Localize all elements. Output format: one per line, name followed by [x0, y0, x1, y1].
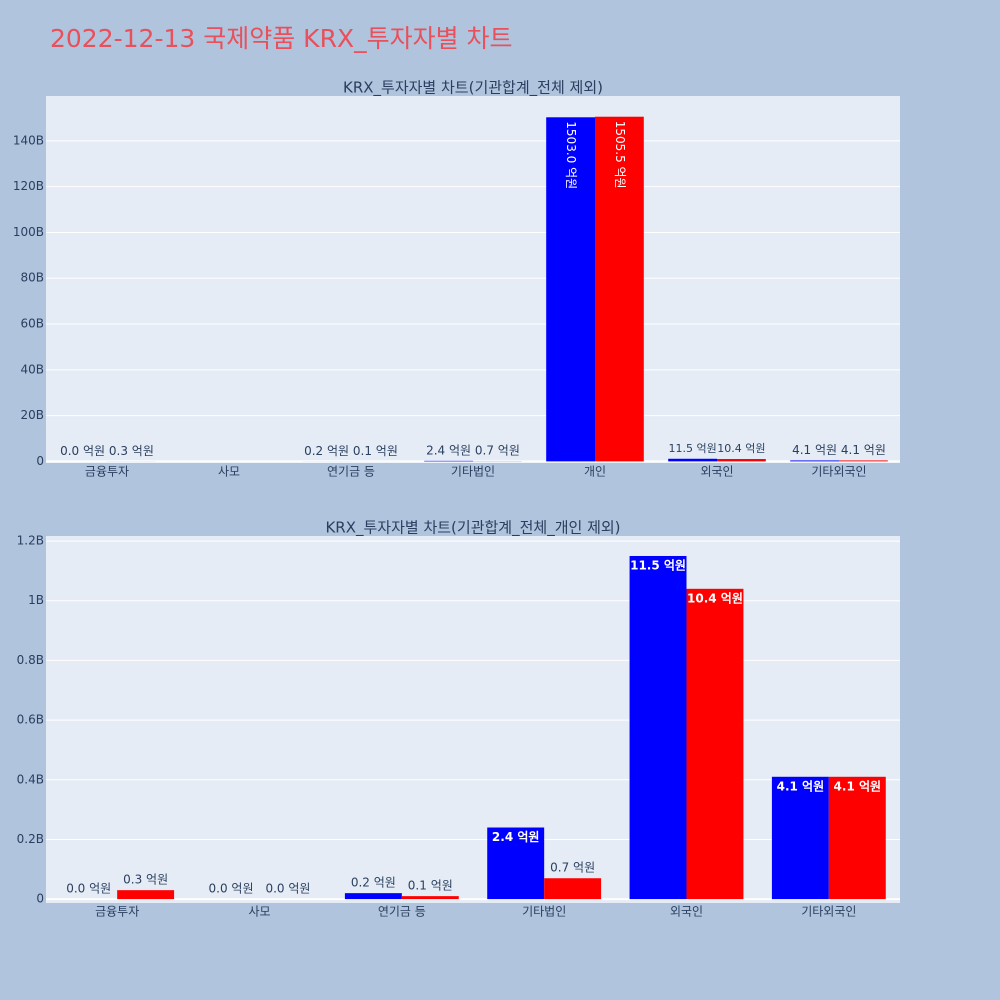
- value-label: 1503.0 억원: [564, 121, 578, 189]
- x-tick-label: 금융투자: [95, 905, 139, 919]
- value-label: 4.1 억원: [841, 443, 886, 457]
- value-label: 0.0 억원: [66, 882, 111, 896]
- x-tick-label: 사모: [218, 465, 240, 479]
- bar: [771, 776, 829, 900]
- value-label: 11.5 억원: [630, 558, 686, 572]
- value-label: 0.0 억원: [265, 882, 310, 896]
- bar: [595, 116, 644, 462]
- value-label: 4.1 억원: [834, 779, 882, 793]
- y-tick-label: 0.2B: [17, 832, 44, 846]
- y-tick-label: 1.2B: [17, 534, 44, 548]
- value-label: 0.0 억원: [60, 444, 105, 458]
- page-title: 2022-12-13 국제약품 KRX_투자자별 차트: [50, 24, 513, 53]
- value-label: 4.1 억원: [777, 779, 825, 793]
- chart-title: KRX_투자자별 차트(기관합계_전체 제외): [343, 79, 603, 98]
- x-tick-label: 기타외국인: [801, 905, 856, 919]
- value-label: 2.4 억원: [492, 830, 540, 844]
- x-tick-label: 외국인: [700, 465, 733, 479]
- value-label: 0.2 억원: [351, 876, 396, 890]
- bar: [828, 776, 886, 900]
- value-label: 0.1 억원: [353, 444, 398, 458]
- x-tick-label: 사모: [248, 905, 270, 919]
- value-label: 11.5 억원: [668, 442, 716, 455]
- plot-area: [46, 96, 900, 463]
- y-tick-label: 0.4B: [17, 772, 44, 786]
- x-tick-label: 기타법인: [522, 905, 566, 919]
- x-tick-label: 금융투자: [85, 465, 129, 479]
- chart-title: KRX_투자자별 차트(기관합계_전체_개인 제외): [325, 519, 620, 538]
- bar: [401, 896, 459, 900]
- bar: [424, 460, 473, 462]
- bar: [629, 555, 687, 900]
- x-tick-label: 개인: [584, 465, 606, 479]
- bar: [487, 827, 545, 900]
- bar: [344, 893, 402, 900]
- value-label: 1505.5 억원: [613, 121, 627, 189]
- x-tick-label: 외국인: [670, 905, 703, 919]
- bar: [717, 459, 766, 462]
- y-tick-label: 0: [36, 454, 44, 468]
- y-tick-label: 0.8B: [17, 653, 44, 667]
- x-tick-label: 연기금 등: [378, 905, 426, 919]
- value-label: 4.1 억원: [792, 443, 837, 457]
- y-tick-label: 20B: [20, 408, 44, 422]
- x-tick-label: 연기금 등: [327, 465, 375, 479]
- plot-area: [46, 536, 900, 903]
- y-tick-label: 120B: [13, 179, 44, 193]
- bar: [117, 890, 175, 900]
- value-label: 0.7 억원: [475, 444, 520, 458]
- bar: [668, 458, 717, 462]
- value-label: 10.4 억원: [687, 591, 743, 605]
- bar: [790, 460, 839, 462]
- y-tick-label: 1B: [28, 593, 44, 607]
- value-label: 0.1 억원: [408, 879, 453, 893]
- y-tick-label: 60B: [20, 317, 44, 331]
- bar: [546, 117, 595, 462]
- bar: [839, 460, 888, 462]
- x-tick-label: 기타외국인: [811, 465, 866, 479]
- y-tick-label: 140B: [13, 133, 44, 147]
- y-tick-label: 40B: [20, 362, 44, 376]
- bar: [686, 588, 744, 900]
- value-label: 0.2 억원: [304, 444, 349, 458]
- value-label: 0.7 억원: [550, 861, 595, 875]
- x-tick-label: 기타법인: [451, 465, 495, 479]
- value-label: 10.4 억원: [717, 442, 765, 455]
- y-tick-label: 0.6B: [17, 713, 44, 727]
- y-tick-label: 100B: [13, 225, 44, 239]
- y-tick-label: 0: [36, 892, 44, 906]
- value-label: 0.3 억원: [123, 873, 168, 887]
- bar: [544, 878, 602, 900]
- y-tick-label: 80B: [20, 271, 44, 285]
- value-label: 0.0 억원: [209, 882, 254, 896]
- value-label: 2.4 억원: [426, 443, 471, 457]
- value-label: 0.3 억원: [109, 444, 154, 458]
